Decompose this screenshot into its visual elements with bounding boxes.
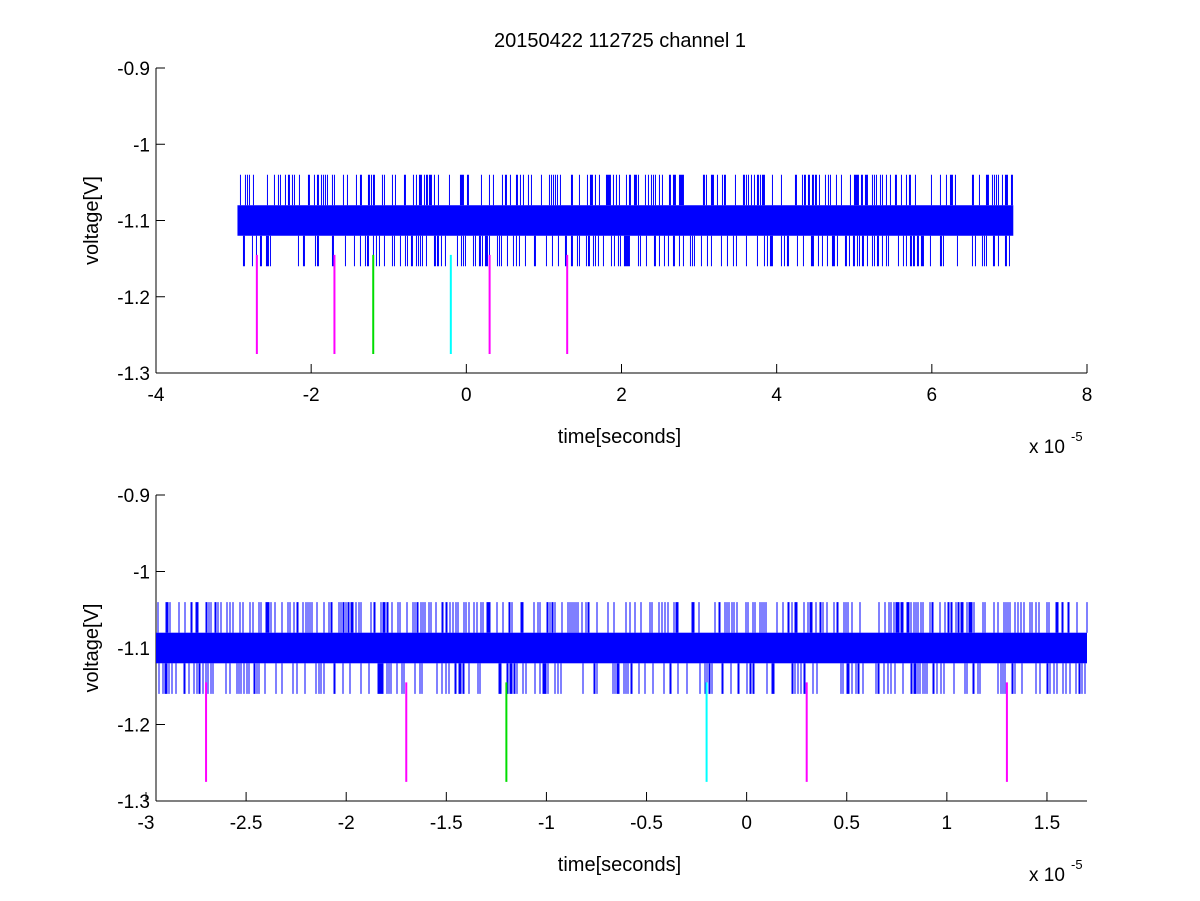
x-multiplier-label: x 10: [1029, 437, 1065, 458]
x-tick-label: -0.5: [630, 813, 663, 834]
signal-spikes: [239, 174, 1013, 267]
x-axis-title: time[seconds]: [558, 854, 681, 876]
y-tick-label: -1.3: [117, 792, 150, 813]
x-tick-label: 0.5: [834, 813, 860, 834]
x-multiplier-exponent: -5: [1071, 857, 1083, 872]
x-tick-label: 6: [927, 385, 938, 406]
y-tick-label: -1: [133, 135, 150, 156]
bottom-plot: -1.3 -1.2 -1.1 -1 -0.9 -3 -2.5 -2 -1.5 -1 -0.5 0 0.5…: [81, 486, 1088, 886]
x-tick-label: -4: [148, 385, 165, 406]
y-tick-label: -0.9: [117, 59, 150, 80]
y-tick-label: -1.2: [117, 716, 150, 737]
x-multiplier-exponent: -5: [1071, 429, 1083, 444]
y-axis-title: voltage[V]: [81, 604, 103, 693]
x-tick-label: 0: [741, 813, 752, 834]
x-tick-label: -2: [303, 385, 320, 406]
signal-band: [237, 205, 1014, 236]
x-axis-title: time[seconds]: [558, 426, 681, 448]
figure-title: 20150422 112725 channel 1: [494, 30, 746, 52]
x-tick-label: -2.5: [230, 813, 263, 834]
signal-series: [156, 602, 1088, 694]
y-tick-label: -1.1: [117, 639, 150, 660]
x-tick-label: 0: [461, 385, 472, 406]
x-tick-label: 2: [616, 385, 627, 406]
y-tick-label: -1.3: [117, 364, 150, 385]
y-axis-title: voltage[V]: [81, 176, 103, 265]
y-tick-label: -1.1: [117, 212, 150, 233]
y-tick-label: -0.9: [117, 486, 150, 507]
signal-series: [237, 174, 1014, 267]
x-multiplier-label: x 10: [1029, 865, 1065, 886]
y-tick-label: -1: [133, 563, 150, 584]
x-tick-label: 8: [1082, 385, 1093, 406]
top-plot: -1.3 -1.2 -1.1 -1 -0.9 -4 -2 0 2 4 6 8 time[seconds]…: [81, 59, 1092, 458]
signal-band: [156, 632, 1087, 664]
x-tick-label: -1: [538, 813, 555, 834]
x-tick-label: 1.5: [1034, 813, 1060, 834]
x-tick-label: -2: [338, 813, 355, 834]
x-tick-label: 4: [771, 385, 782, 406]
signal-spikes: [157, 602, 1088, 694]
y-tick-label: -1.2: [117, 288, 150, 309]
x-tick-label: -1.5: [430, 813, 463, 834]
x-tick-label: 1: [942, 813, 953, 834]
x-tick-label: -3: [138, 813, 155, 834]
